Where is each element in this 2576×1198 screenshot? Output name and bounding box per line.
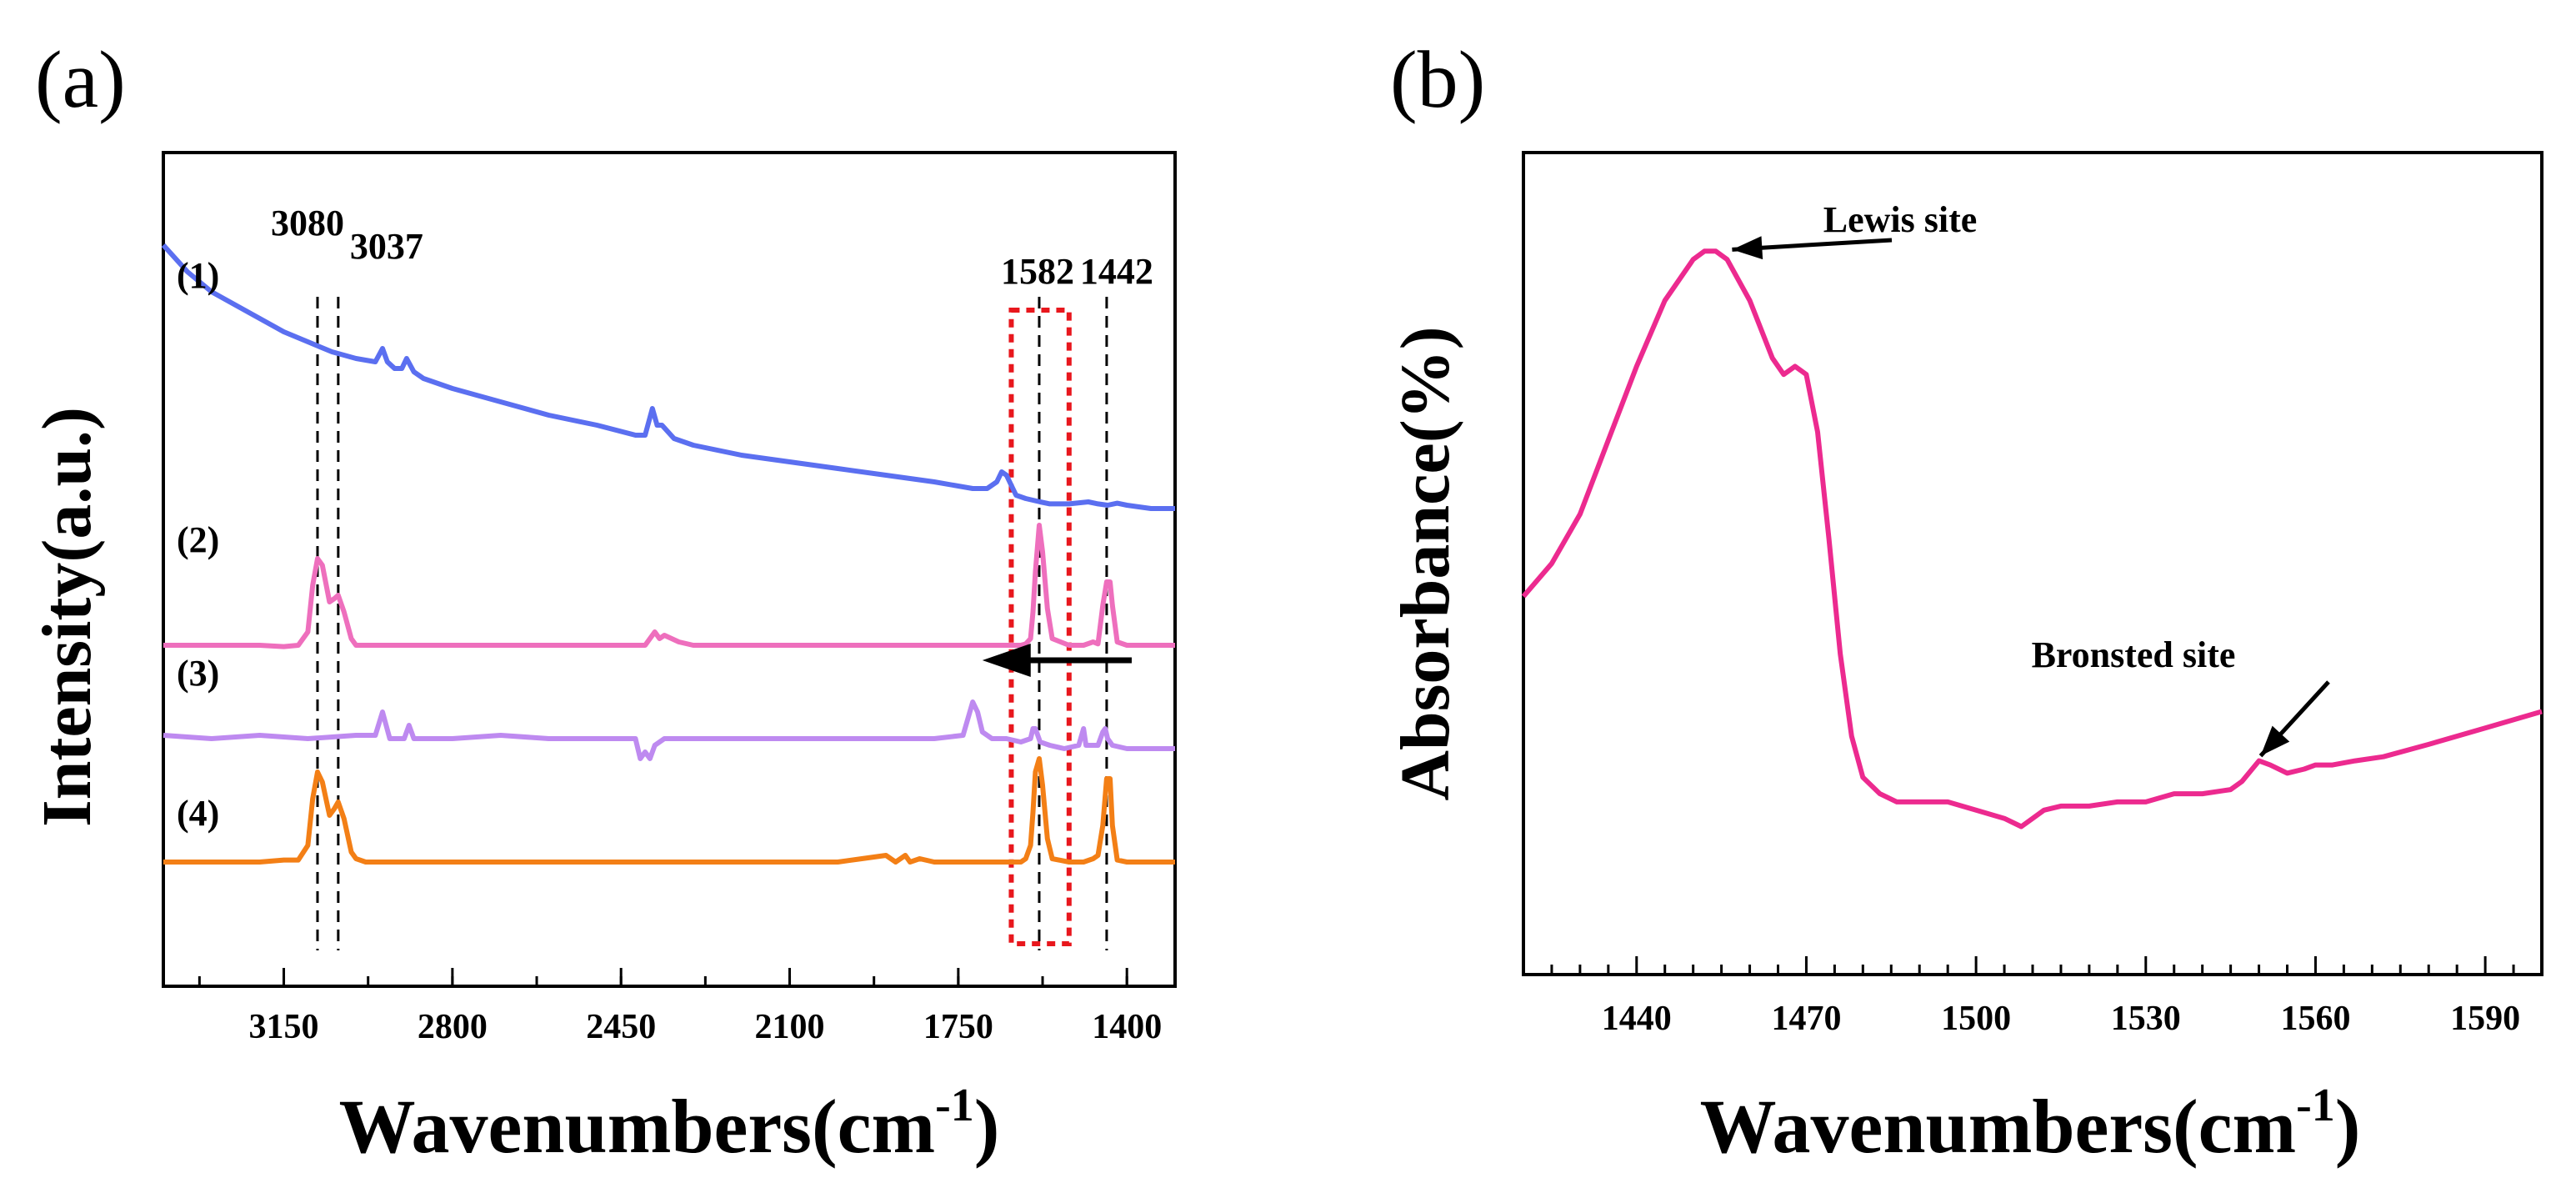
chart-a-series-line [163, 523, 1175, 649]
chart-a-highlight-box [1008, 308, 1072, 946]
chart-b-series-line [1521, 248, 2543, 830]
chart-b-tick-label: 1530 [2111, 1000, 2181, 1038]
chart-a-tick-label: 2800 [418, 1008, 488, 1046]
chart-a-series-label: (2) [177, 519, 219, 560]
chart-a-peak-label: 3080 [271, 203, 344, 243]
chart-b-tick-label: 1560 [2280, 1000, 2350, 1038]
chart-a-tick-label: 3150 [249, 1008, 319, 1046]
chart-a-ylabel: Intensity(a.u.) [28, 407, 106, 827]
chart-a-peak-label: 1442 [1080, 251, 1153, 292]
chart-b-annotation-text: Lewis site [1823, 199, 1978, 240]
chart-a-series-label: (1) [177, 255, 219, 296]
chart-b: 1440 1470 1500 1530 1560 1590 Lewis site Brons… [1387, 151, 2543, 1169]
chart-a-xlabel: Wavenumbers(cm-1) [339, 1080, 1000, 1169]
chart-b-tick-label: 1470 [1771, 1000, 1841, 1038]
chart-a-tick-label: 1400 [1092, 1008, 1162, 1046]
chart-a-shift-arrow [982, 644, 1132, 677]
chart-b-annotation-text: Bronsted site [2032, 634, 2236, 675]
chart-b-tick-label: 1590 [2450, 1000, 2520, 1038]
chart-a-series-line [161, 243, 1175, 511]
chart-a-series-label: (3) [177, 653, 219, 694]
panel-b-label: (b) [1390, 35, 1485, 125]
chart-a-tick-label: 2100 [755, 1008, 825, 1046]
chart-b-tick-label: 1500 [1941, 1000, 2011, 1038]
chart-b-annotation-arrowhead [2260, 725, 2290, 756]
chart-b-ylabel: Absorbance(%) [1387, 326, 1464, 800]
chart-a-peak-label: 1582 [1001, 251, 1074, 292]
chart-a-series-line [163, 756, 1175, 865]
chart-b-frame [1522, 151, 2543, 976]
chart-a-peak-label: 3037 [350, 226, 423, 267]
chart-a-frame [162, 151, 1177, 988]
chart-a-tick-label: 2450 [586, 1008, 656, 1046]
chart-b-tick-label: 1440 [1602, 1000, 1672, 1038]
chart-a-series-label: (4) [177, 793, 219, 834]
chart-a-tick-label: 1750 [923, 1008, 993, 1046]
chart-a-series-line [163, 699, 1175, 761]
chart-b-annotation-arrowhead [1732, 236, 1763, 260]
chart-b-xlabel: Wavenumbers(cm-1) [1700, 1080, 2361, 1169]
panel-a-label: (a) [35, 35, 126, 125]
